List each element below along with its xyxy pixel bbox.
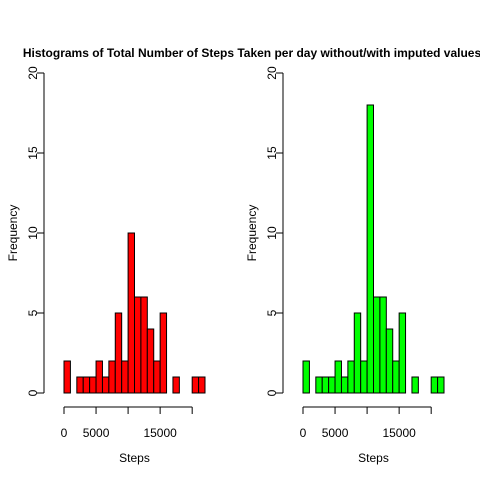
histogram-bar xyxy=(140,296,148,394)
histogram-bar xyxy=(302,360,310,394)
histogram-bar xyxy=(373,296,381,394)
histogram-bar xyxy=(347,360,355,394)
y-tick-label: 10 xyxy=(265,226,279,240)
histogram-bar xyxy=(315,376,323,394)
histogram-bar xyxy=(153,360,161,394)
histogram-bar xyxy=(89,376,97,394)
x-tick-label: 0 xyxy=(300,426,307,440)
histogram-bar xyxy=(430,376,439,394)
histogram-bar xyxy=(63,360,71,394)
histogram-bar xyxy=(82,376,91,394)
histogram-bar xyxy=(360,360,368,394)
histogram-bar xyxy=(411,376,419,394)
histogram-bar xyxy=(114,312,123,394)
histogram-bar xyxy=(353,312,362,394)
x-axis-label: Steps xyxy=(119,451,150,465)
histogram-bar xyxy=(127,232,135,394)
histogram-bar xyxy=(159,312,168,394)
x-axis-label: Steps xyxy=(358,451,389,465)
histogram-bar xyxy=(191,376,200,394)
x-tick-label: 5000 xyxy=(322,426,349,440)
histogram-bar xyxy=(101,376,110,394)
histogram-bar xyxy=(385,328,394,394)
y-tick-label: 5 xyxy=(265,309,279,316)
histogram-bar xyxy=(340,376,349,394)
y-tick-label: 15 xyxy=(26,146,40,160)
histogram-bar xyxy=(146,328,155,394)
histogram-bar xyxy=(198,376,206,394)
y-axis-label: Frequency xyxy=(6,205,20,262)
x-tick-label: 15000 xyxy=(143,426,177,440)
y-tick-label: 10 xyxy=(26,226,40,240)
histogram-bar xyxy=(95,360,103,394)
y-tick-label: 0 xyxy=(265,389,279,396)
x-tick-label: 15000 xyxy=(382,426,416,440)
y-axis-label: Frequency xyxy=(245,205,259,262)
histogram-bar xyxy=(108,360,116,394)
x-tick-label: 0 xyxy=(61,426,68,440)
histogram-bar xyxy=(134,296,142,394)
histogram-bar xyxy=(76,376,84,394)
histogram-bar xyxy=(121,360,129,394)
histogram-bar xyxy=(328,376,336,394)
histogram-bar xyxy=(334,360,342,394)
y-tick-label: 15 xyxy=(265,146,279,160)
histogram-bar xyxy=(321,376,330,394)
histogram-bar xyxy=(392,360,400,394)
histogram-bar xyxy=(398,312,407,394)
chart-title: Histograms of Total Number of Steps Take… xyxy=(23,46,480,60)
y-tick-label: 5 xyxy=(26,309,40,316)
histogram-bar xyxy=(366,104,374,394)
histogram-bar xyxy=(379,296,387,394)
y-tick-label: 20 xyxy=(265,66,279,80)
histogram-bar xyxy=(437,376,445,394)
y-tick-label: 20 xyxy=(26,66,40,80)
x-tick-label: 5000 xyxy=(83,426,110,440)
histogram-bar xyxy=(172,376,180,394)
y-tick-label: 0 xyxy=(26,389,40,396)
